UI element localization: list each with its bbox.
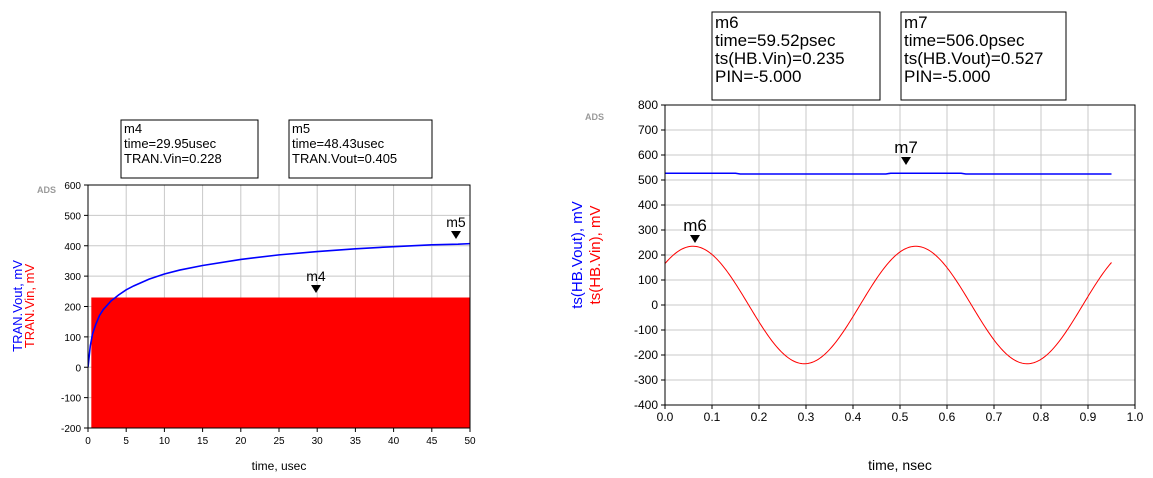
readout-line: time=48.43usec <box>292 136 385 151</box>
y-tick-label: 300 <box>64 272 81 283</box>
marker-m6-icon[interactable] <box>690 235 700 243</box>
x-tick-label: 0.8 <box>1033 410 1050 424</box>
y-axis-label: ts(HB.Vin), mV <box>587 206 604 305</box>
plot-frame <box>87 184 471 429</box>
plot-frame <box>664 104 1136 406</box>
x-tick-label: 0.2 <box>751 410 768 424</box>
series-line <box>665 172 1112 175</box>
series-line <box>88 242 470 368</box>
marker-m4-label: m4 <box>306 268 326 284</box>
chart-2: 0.0 0.1 0.2 0.3 0.4 0.5 0.6 0.7 0.8 0.9 1.0 -400 -30… <box>569 11 1144 473</box>
marker-m7-readout: m7time=506.0psects(HB.Vout)=0.527PIN=-5.… <box>900 11 1067 101</box>
x-tick-label: 25 <box>273 436 285 447</box>
y-axis-label: TRAN.Vin, mV <box>22 264 37 349</box>
readout-line: m4 <box>124 121 142 136</box>
y-tick-label: -200 <box>634 348 658 362</box>
chart-1: 0 5 10 15 20 25 30 35 40 45 50 -200 -100 0 100 200 300 40… <box>10 119 476 473</box>
x-tick-label: 15 <box>197 436 209 447</box>
series-band <box>91 297 470 428</box>
x-axis-label: time, usec <box>252 459 307 473</box>
readout-line: TRAN.Vin=0.228 <box>124 151 222 166</box>
x-tick-label: 0.7 <box>986 410 1003 424</box>
ads-watermark: ADS <box>585 112 604 122</box>
series-group <box>665 172 1112 365</box>
x-tick-label: 0 <box>85 436 91 447</box>
x-tick-label: 10 <box>159 436 171 447</box>
y-axis-label: ts(HB.Vout), mV <box>569 201 586 309</box>
y-tick-label: -100 <box>61 394 81 405</box>
y-tick-label: 700 <box>638 123 658 137</box>
series-group <box>88 242 470 428</box>
x-tick-label: 35 <box>350 436 362 447</box>
marker-m7-icon[interactable] <box>901 157 911 165</box>
y-tick-label: 400 <box>638 198 658 212</box>
y-tick-label: -300 <box>634 373 658 387</box>
x-tick-label: 0.5 <box>892 410 909 424</box>
y-tick-label: 500 <box>64 211 81 222</box>
readout-line: m7 <box>904 13 928 32</box>
readout-line: ts(HB.Vout)=0.527 <box>904 49 1043 68</box>
readout-line: time=59.52psec <box>715 31 836 50</box>
marker-m4-icon[interactable] <box>311 285 321 293</box>
x-tick-label: 45 <box>426 436 438 447</box>
readout-line: m5 <box>292 121 310 136</box>
series-line <box>665 245 1112 365</box>
readout-box <box>900 11 1067 101</box>
y-tick-label: 400 <box>64 242 81 253</box>
y-tick-label: 0 <box>75 363 81 374</box>
ads-watermark: ADS <box>37 185 56 195</box>
y-tick-label: 600 <box>64 181 81 192</box>
x-tick-label: 0.9 <box>1080 410 1097 424</box>
readout-box <box>288 119 433 179</box>
y-tick-label: 600 <box>638 148 658 162</box>
x-tick-label: 1.0 <box>1127 410 1144 424</box>
readout-line: PIN=-5.000 <box>904 67 990 86</box>
x-tick-label: 40 <box>388 436 400 447</box>
readout-line: TRAN.Vout=0.405 <box>292 151 397 166</box>
y-tick-label: 200 <box>638 248 658 262</box>
marker-m5-label: m5 <box>446 214 466 230</box>
readout-line: time=506.0psec <box>904 31 1025 50</box>
y-tick-label: 300 <box>638 223 658 237</box>
readout-box <box>120 119 259 179</box>
y-tick-label: 800 <box>638 98 658 112</box>
x-tick-label: 50 <box>464 436 476 447</box>
y-tick-label: -400 <box>634 398 658 412</box>
marker-m5-icon[interactable] <box>451 231 461 239</box>
x-tick-label: 20 <box>235 436 247 447</box>
y-tick-label: 100 <box>64 333 81 344</box>
x-axis-label: time, nsec <box>868 457 932 473</box>
y-tick-label: -100 <box>634 323 658 337</box>
readout-line: ts(HB.Vin)=0.235 <box>715 49 845 68</box>
y-tick-label: 200 <box>64 303 81 314</box>
marker-m7-label: m7 <box>894 138 918 157</box>
x-tick-label: 0.4 <box>845 410 862 424</box>
y-tick-label: 0 <box>651 298 658 312</box>
x-tick-label: 0.3 <box>798 410 815 424</box>
y-tick-label: -200 <box>61 424 81 435</box>
marker-m6-readout: m6time=59.52psects(HB.Vin)=0.235PIN=-5.0… <box>711 11 881 101</box>
x-tick-label: 0.0 <box>657 410 674 424</box>
x-tick-label: 0.1 <box>704 410 721 424</box>
readout-line: m6 <box>715 13 739 32</box>
x-tick-label: 5 <box>123 436 129 447</box>
readout-box <box>711 11 881 101</box>
readout-line: PIN=-5.000 <box>715 67 801 86</box>
y-tick-label: 500 <box>638 173 658 187</box>
y-tick-label: 100 <box>638 273 658 287</box>
marker-m6-label: m6 <box>683 216 707 235</box>
x-tick-label: 30 <box>312 436 324 447</box>
readout-line: time=29.95usec <box>124 136 217 151</box>
x-tick-label: 0.6 <box>939 410 956 424</box>
y-axis-label: TRAN.Vout, mV <box>10 260 25 352</box>
